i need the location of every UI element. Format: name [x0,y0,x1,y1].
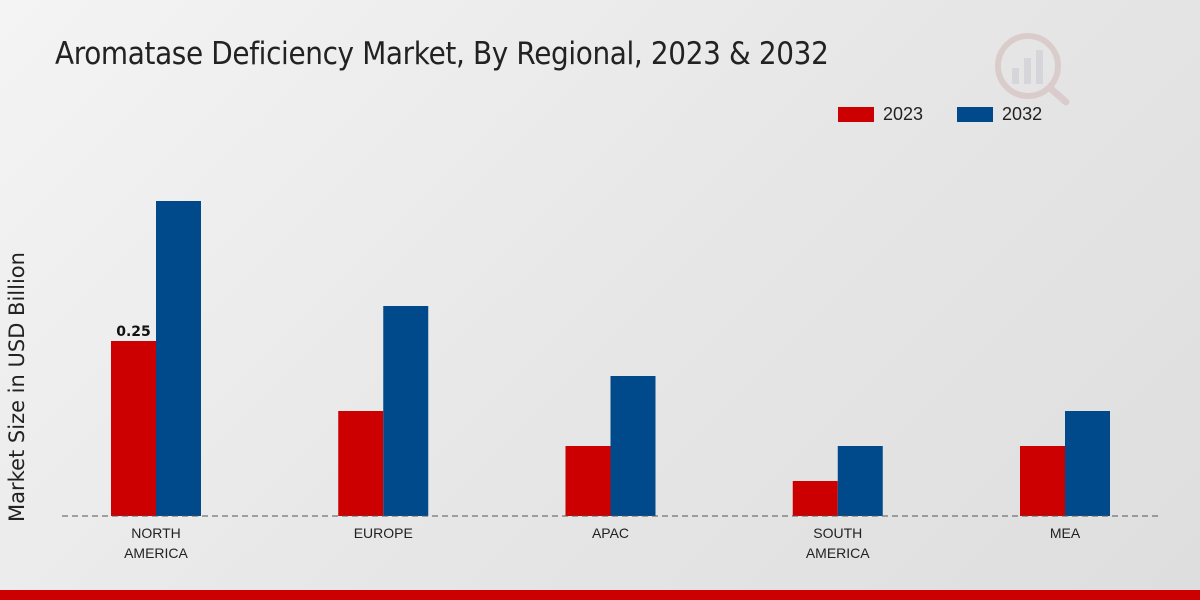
x-tick-label-mea: MEA [1050,525,1081,541]
x-tick-label-north-america-line-2: AMERICA [124,545,188,561]
x-tick-label-south-america-line-2: AMERICA [806,545,870,561]
data-label-2023-north-america: 0.25 [116,324,151,340]
legend-label-2032: 2032 [1002,104,1043,124]
logo-watermark-icon [995,33,1070,106]
x-tick-label-south-america-line-1: SOUTH [813,525,862,541]
legend-swatch-2032 [957,107,994,122]
x-tick-label-apac: APAC [592,525,629,541]
legend-label-2023: 2023 [883,104,924,124]
bar-2023-europe [338,411,384,516]
bar-2032-north-america [156,201,201,516]
x-tick-label-europe: EUROPE [354,525,413,541]
bar-2032-apac [610,376,656,516]
legend-item-2032: 2032 [957,104,1042,125]
bar-2023-mea [1020,446,1065,516]
bar-2032-europe [383,306,429,516]
footer-accent-bar [0,590,1200,600]
chart-title: Aromatase Deficiency Market, By Regional… [55,36,829,72]
bar-2023-north-america [111,341,156,516]
bar-2023-south-america [792,481,838,516]
legend-swatch-2023 [838,107,874,122]
bar-2023-apac [565,446,611,516]
bar-2032-mea [1065,411,1110,516]
legend: 2023 2032 [838,104,1042,125]
legend-item-2023: 2023 [838,104,923,125]
x-tick-label-north-america-line-1: NORTH [131,525,181,541]
bar-2032-south-america [837,446,883,516]
